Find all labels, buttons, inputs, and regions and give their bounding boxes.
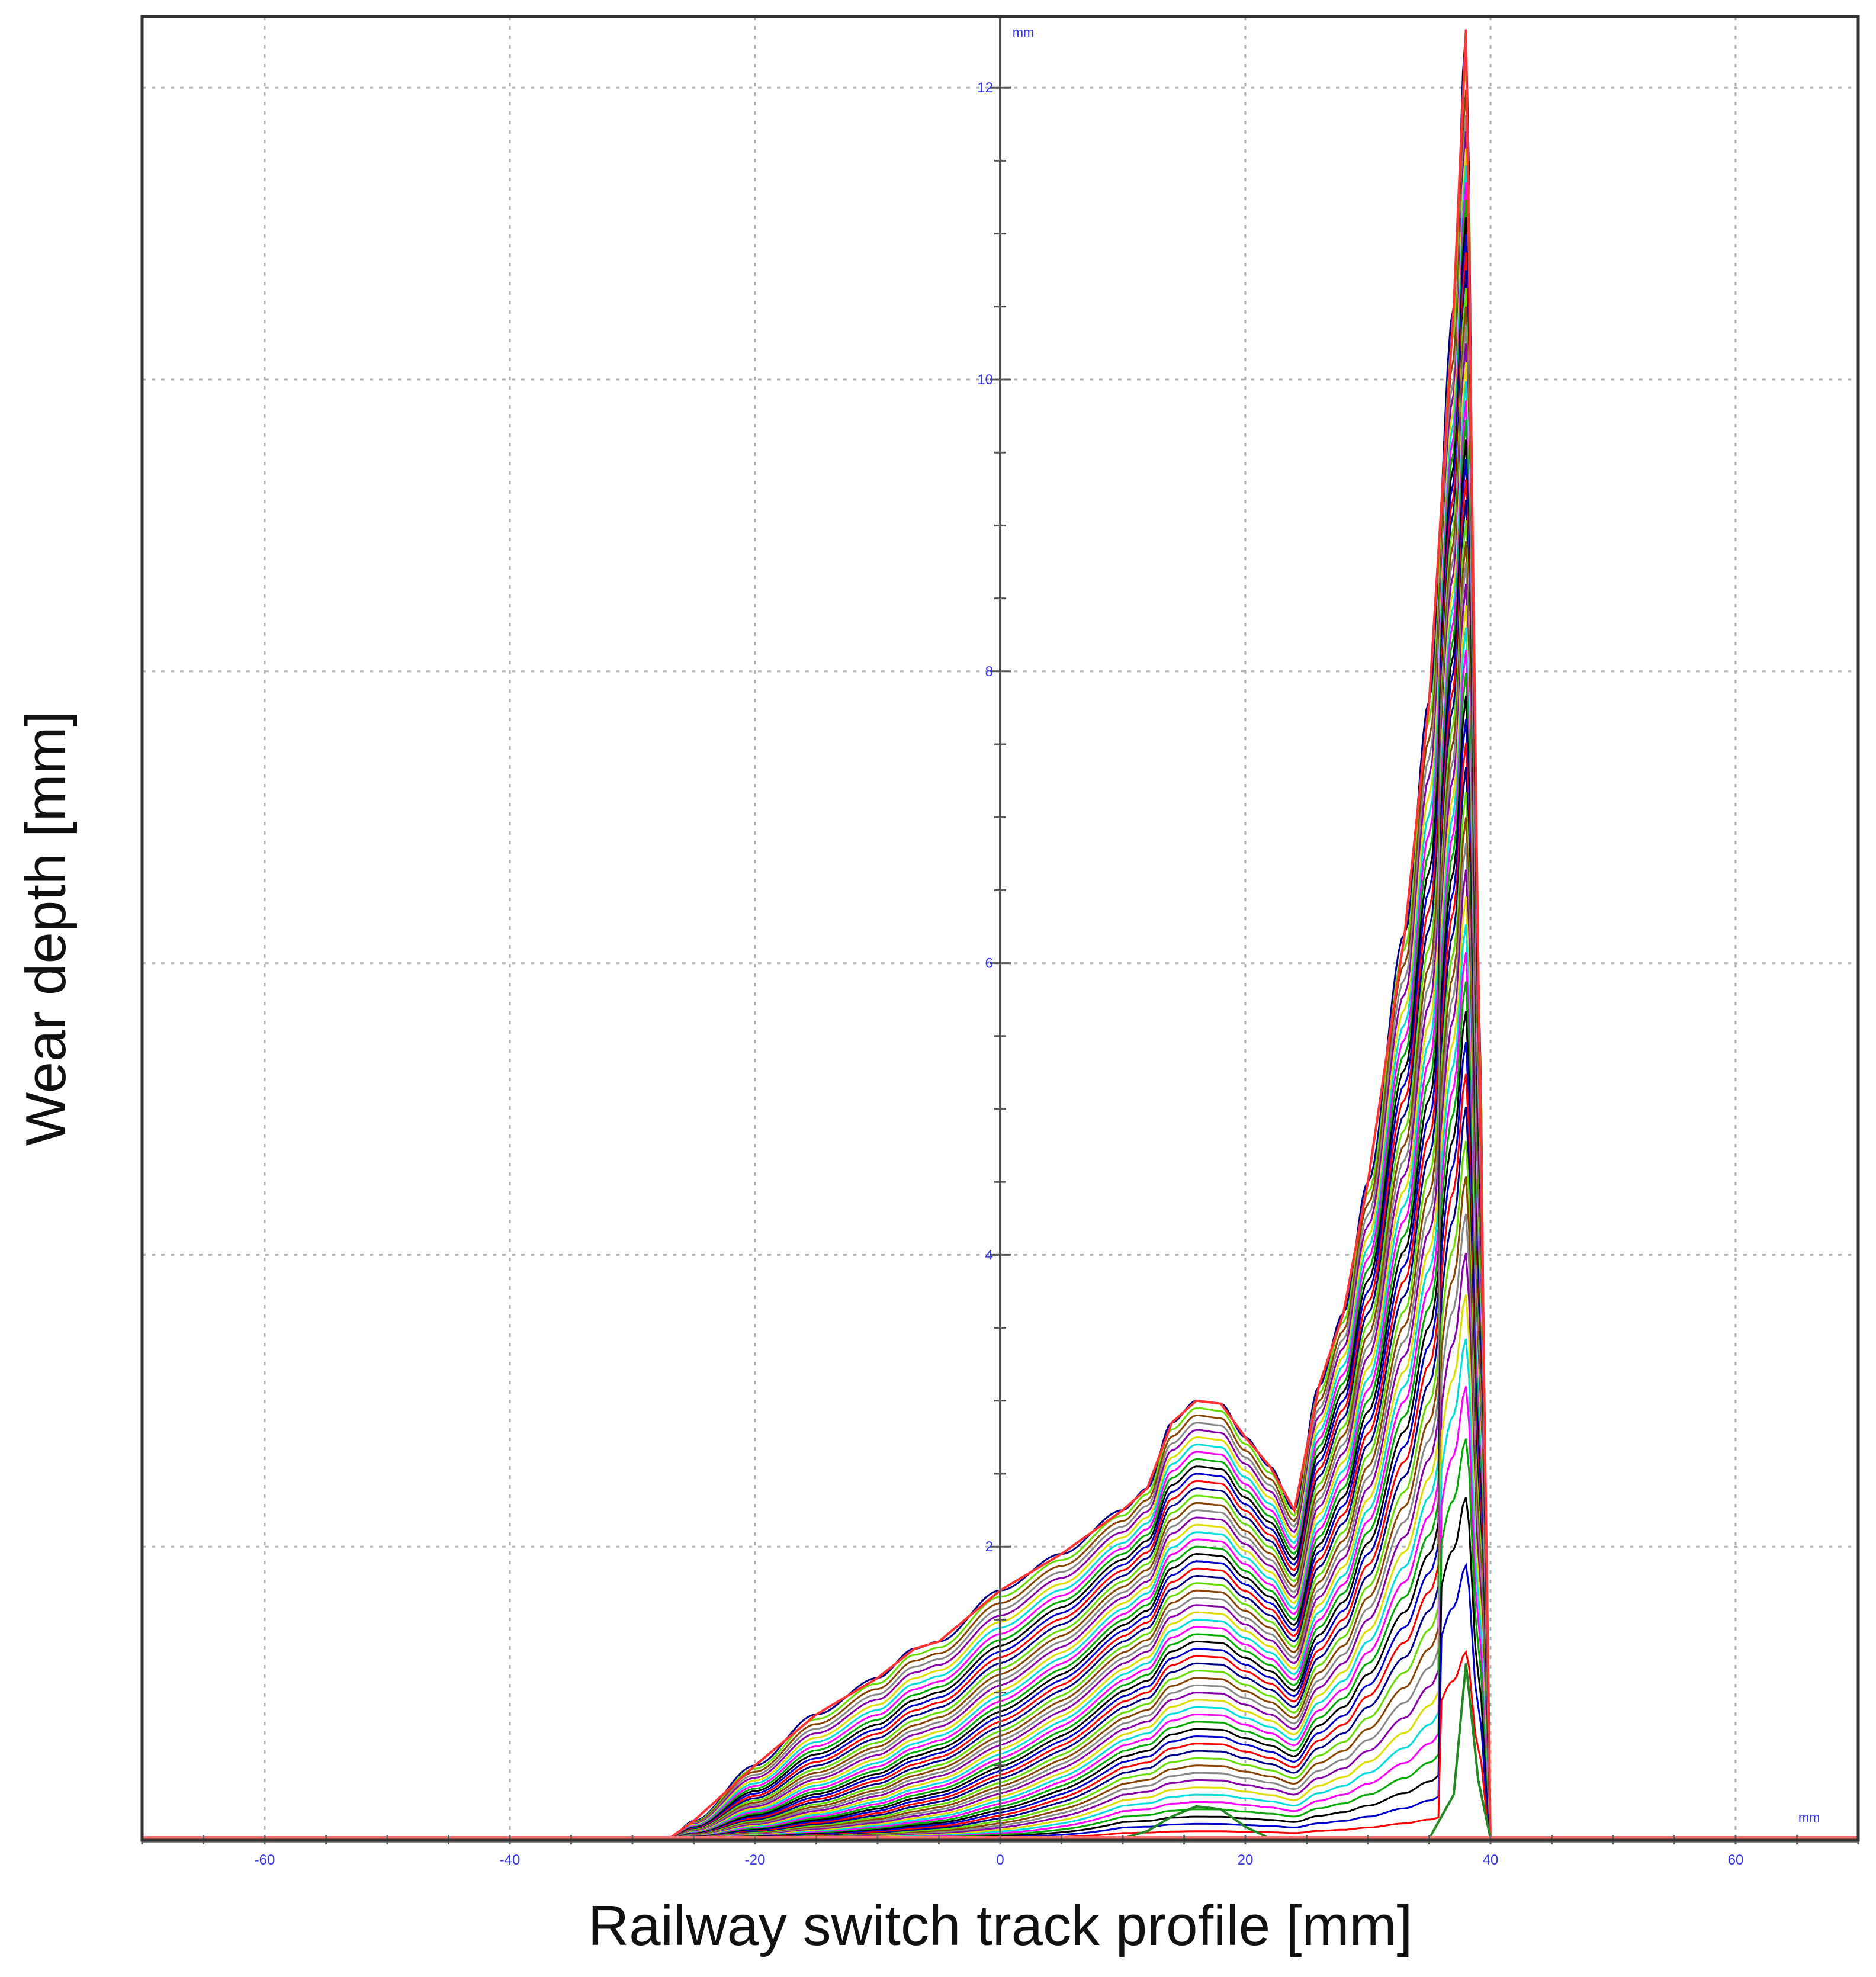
- y-tick-label: 4: [985, 1247, 993, 1263]
- x-tick-label: 60: [1728, 1852, 1744, 1868]
- tick-labels: -60 -40 -20 0 20 40 60 2 4 6 8 10 12: [255, 80, 1744, 1868]
- wear-curve: [657, 324, 1492, 1840]
- wear-curve: [657, 767, 1492, 1840]
- y-unit-label: mm: [1013, 25, 1035, 40]
- y-tick-label: 8: [985, 664, 993, 680]
- wear-curve: [657, 165, 1492, 1840]
- wear-curve: [657, 420, 1492, 1840]
- wear-curve: [657, 817, 1492, 1840]
- y-tick-label: 2: [985, 1539, 993, 1555]
- wear-curve: [657, 650, 1492, 1840]
- x-tick-label: 40: [1483, 1852, 1499, 1868]
- wear-curve: [657, 148, 1492, 1840]
- x-axis-title: Railway switch track profile [mm]: [588, 1894, 1412, 1957]
- wear-curve: [657, 695, 1492, 1840]
- wear-curve: [657, 234, 1492, 1840]
- wear-curve: [657, 89, 1492, 1840]
- wear-curve: [657, 114, 1492, 1840]
- x-tick-label: -40: [500, 1852, 521, 1868]
- wear-curve: [657, 742, 1492, 1840]
- wear-curve: [657, 500, 1492, 1840]
- wear-curve: [657, 400, 1492, 1840]
- max-wear-curve: [668, 29, 1492, 1840]
- wear-curve: [657, 719, 1492, 1840]
- x-tick-label: -60: [255, 1852, 275, 1868]
- wear-curve: [657, 182, 1492, 1840]
- wear-curve: [657, 843, 1492, 1840]
- wear-curve: [657, 520, 1492, 1840]
- wear-curve: [657, 672, 1492, 1840]
- plot-frame: [140, 15, 1860, 1842]
- wear-curve: [657, 627, 1492, 1840]
- wear-curve: [657, 381, 1492, 1840]
- wear-curve: [657, 362, 1492, 1840]
- wear-curve: [657, 288, 1492, 1840]
- y-tick-label: 10: [977, 372, 993, 388]
- wear-curve: [657, 29, 1492, 1840]
- x-tick-label: 0: [996, 1852, 1004, 1868]
- wear-curve: [657, 439, 1492, 1840]
- wear-curve: [657, 200, 1492, 1840]
- wear-curve: [657, 270, 1492, 1840]
- x-tick-label: 20: [1238, 1852, 1254, 1868]
- wear-curve: [657, 306, 1492, 1840]
- wear-curve: [657, 131, 1492, 1840]
- x-tick-label: -20: [745, 1852, 766, 1868]
- wear-curve: [657, 541, 1492, 1840]
- y-axis-title: Wear depth [mm]: [14, 711, 78, 1146]
- wear-curve: [657, 479, 1492, 1840]
- wear-curve: [657, 343, 1492, 1840]
- wear-curve: [657, 217, 1492, 1840]
- wear-curve: [657, 583, 1492, 1840]
- wear-curve: [657, 459, 1492, 1840]
- y-tick-label: 12: [977, 80, 993, 96]
- wear-curve: [657, 605, 1492, 1840]
- y-tick-label: 6: [985, 956, 993, 972]
- wear-curve: [657, 562, 1492, 1840]
- wear-curve: [657, 252, 1492, 1840]
- grid-lines: [142, 17, 1858, 1840]
- x-unit-label: mm: [1798, 1810, 1820, 1825]
- wear-curve: [657, 792, 1492, 1840]
